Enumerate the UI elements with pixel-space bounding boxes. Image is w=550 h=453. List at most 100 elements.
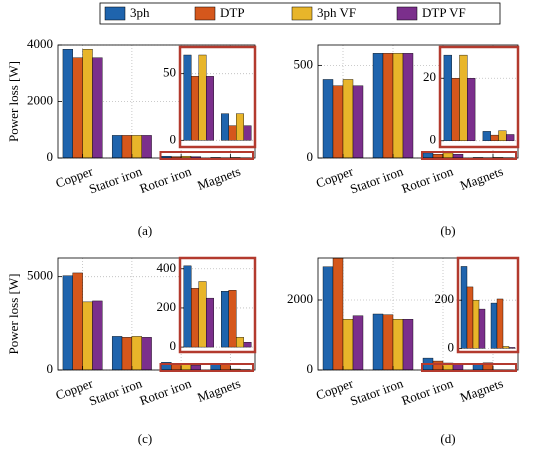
inset-bar — [490, 134, 499, 141]
panel-label: (d) — [440, 431, 455, 446]
inset-bar — [206, 76, 214, 141]
inset-bar — [221, 113, 229, 141]
y-axis-label: Power loss [W] — [6, 274, 21, 355]
bar — [111, 135, 123, 158]
x-tick-label: Stator iron — [87, 163, 145, 196]
inset-bar — [466, 286, 474, 349]
bar — [190, 365, 202, 370]
bar — [372, 53, 384, 158]
x-tick-label: Magnets — [195, 164, 242, 193]
bar — [452, 364, 464, 370]
x-tick-label: Rotor iron — [399, 375, 455, 408]
inset-y-tick-label: 0 — [448, 339, 455, 354]
bar — [141, 337, 152, 370]
y-tick-label: 0 — [47, 149, 54, 164]
bar — [422, 152, 434, 158]
y-tick-label: 2000 — [27, 92, 53, 107]
bar — [332, 258, 344, 370]
inset-bar — [460, 266, 468, 349]
legend-label: DTP VF — [422, 5, 466, 20]
bar — [131, 135, 142, 158]
bar — [322, 266, 334, 370]
inset-bar — [490, 302, 498, 349]
inset-bar — [236, 113, 244, 141]
inset-bar — [451, 78, 460, 141]
x-tick-label: Stator iron — [87, 375, 145, 408]
inset-bar — [206, 297, 214, 348]
bar — [210, 364, 221, 370]
inset-bar — [502, 346, 510, 349]
panel-label: (c) — [138, 431, 152, 446]
inset-y-tick-label: 0 — [170, 338, 177, 353]
inset-bar — [243, 125, 252, 141]
bar — [92, 57, 103, 158]
zoom-highlight — [421, 151, 517, 160]
inset-bar — [508, 347, 516, 349]
inset-bar — [191, 288, 199, 348]
bar — [121, 135, 133, 158]
bars — [322, 258, 514, 370]
inset-y-tick-label: 0 — [170, 131, 177, 146]
inset-bar — [506, 134, 515, 141]
inset-y-tick-label: 400 — [157, 260, 177, 275]
bar — [131, 336, 142, 370]
bar — [82, 49, 93, 158]
bar — [442, 152, 454, 158]
inset-bars — [460, 266, 516, 349]
bar — [392, 53, 404, 158]
legend-label: 3ph VF — [317, 5, 356, 20]
bar — [121, 337, 133, 370]
bars — [322, 53, 514, 158]
bar — [352, 315, 364, 370]
bar — [432, 360, 444, 370]
inset-bar — [467, 78, 476, 141]
legend-label: DTP — [220, 5, 245, 20]
inset-bar — [236, 337, 244, 348]
inset-bar — [228, 125, 237, 141]
y-tick-label: 0 — [47, 361, 54, 376]
bar — [402, 53, 414, 158]
bars — [62, 272, 251, 370]
inset-bars — [443, 54, 515, 141]
bar — [322, 79, 334, 158]
legend-label: 3ph — [130, 5, 150, 20]
bar — [432, 154, 444, 158]
x-tick-label: Stator iron — [348, 163, 406, 196]
inset-y-tick-label: 200 — [157, 299, 177, 314]
bar — [352, 85, 364, 158]
inset-bar — [459, 54, 468, 141]
bar — [62, 49, 73, 158]
y-tick-label: 500 — [294, 56, 314, 71]
bar — [72, 272, 83, 370]
inset-bars — [183, 265, 252, 348]
x-tick-label: Magnets — [195, 376, 242, 405]
bar — [92, 300, 103, 370]
inset-bar — [191, 76, 199, 141]
y-tick-label: 2000 — [287, 291, 313, 306]
inset-bar — [443, 54, 452, 141]
inset-frame — [456, 256, 520, 354]
inset-bar — [478, 308, 486, 349]
bar — [392, 319, 404, 370]
bar — [452, 154, 464, 158]
bar — [62, 275, 73, 370]
zoom-highlight — [159, 363, 254, 372]
bar — [382, 314, 394, 370]
panel-label: (b) — [440, 223, 455, 238]
bar — [342, 79, 354, 158]
bar — [342, 319, 354, 370]
inset-bar — [482, 131, 491, 141]
inset-bars — [183, 54, 252, 141]
y-tick-label: 5000 — [27, 268, 53, 283]
x-tick-label: Rotor iron — [399, 163, 455, 196]
inset-bar — [243, 342, 252, 348]
x-tick-label: Magnets — [458, 376, 505, 405]
bar — [402, 319, 414, 370]
bar — [332, 85, 344, 158]
inset-y-tick-label: 50 — [163, 65, 176, 80]
inset-bar — [496, 298, 504, 349]
y-tick-label: 0 — [307, 361, 314, 376]
bar — [141, 135, 152, 158]
legend-swatch — [194, 6, 216, 21]
